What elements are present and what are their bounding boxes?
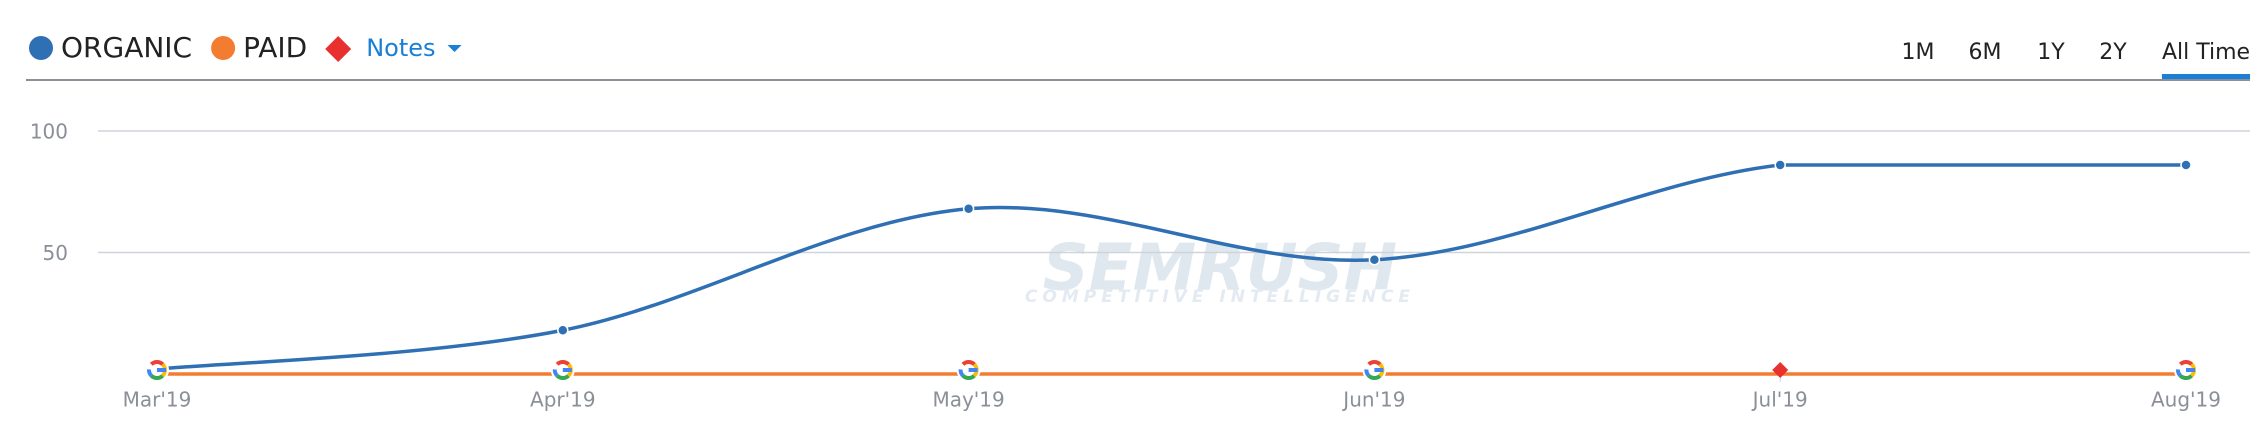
icon-arc [552, 360, 573, 380]
icon-arc [958, 360, 979, 380]
icon-arc [147, 359, 167, 380]
legend-label: PAID [243, 31, 307, 64]
icon-arc [958, 360, 979, 380]
icon-arc [958, 360, 979, 380]
icon-arc [552, 360, 573, 380]
x-tick-label: Jul'19 [1751, 388, 1808, 412]
x-tick-label: Apr'19 [530, 388, 596, 412]
data-point [1774, 159, 1786, 171]
notes-icon [325, 36, 352, 62]
icon-bar [2186, 368, 2195, 372]
x-tick-label: May'19 [932, 388, 1004, 412]
period-button[interactable]: All Time [2162, 40, 2250, 65]
icon-arc [1364, 360, 1385, 380]
legend-dot [29, 36, 53, 60]
google-update-icon [550, 358, 575, 382]
watermark-sub: COMPETITIVE INTELLIGENCE [1025, 287, 1415, 307]
icon-arc [147, 359, 167, 380]
period-button[interactable]: 2Y [2099, 40, 2127, 65]
period-button[interactable]: 6M [1969, 40, 2002, 65]
legend-label: ORGANIC [61, 31, 192, 64]
icon-arc [1364, 360, 1385, 380]
note-marker [1772, 362, 1789, 378]
data-point [557, 324, 569, 337]
active-underline [2161, 74, 2251, 79]
google-update-icon [956, 358, 981, 382]
y-tick-label: 100 [30, 120, 68, 144]
period-button[interactable]: 1Y [2037, 40, 2065, 65]
icon-bar [562, 368, 572, 372]
y-tick-label: 50 [43, 241, 68, 265]
period-button[interactable]: 1M [1902, 40, 1935, 65]
icon-arc [2176, 360, 2196, 381]
data-point [1368, 254, 1381, 266]
notes-caret [447, 45, 462, 52]
icon-arc [552, 360, 573, 380]
icon-arc [147, 359, 167, 380]
google-update-icon [2174, 358, 2198, 382]
x-tick-label: Jun'19 [1341, 388, 1405, 412]
x-tick-label: Mar'19 [123, 388, 192, 412]
icon-arc [1364, 360, 1385, 380]
data-point [2180, 159, 2192, 171]
google-update-icon [145, 358, 169, 382]
google-update-icon [1362, 358, 1387, 382]
icon-arc [2176, 360, 2196, 381]
series-line [156, 163, 2186, 371]
data-point [962, 203, 975, 215]
icon-bar [968, 368, 978, 372]
notes-button[interactable]: Notes [366, 34, 435, 62]
icon-bar [157, 368, 166, 372]
icon-arc [2176, 360, 2196, 381]
legend-dot [211, 36, 236, 60]
icon-bar [1374, 368, 1384, 372]
x-tick-label: Aug'19 [2151, 388, 2221, 412]
